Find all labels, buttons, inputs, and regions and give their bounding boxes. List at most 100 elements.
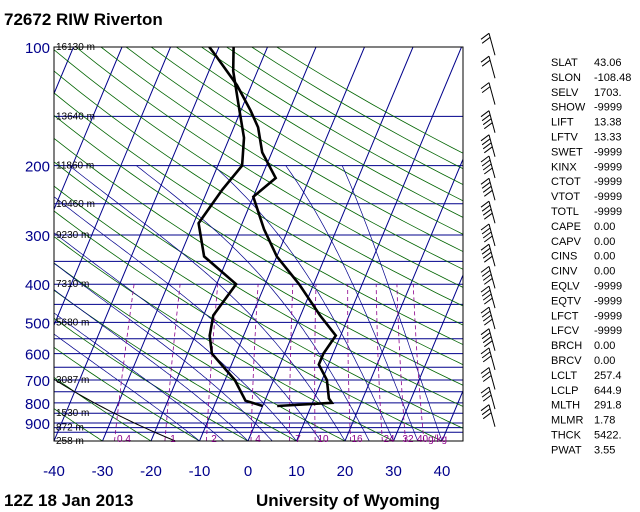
wind-barb-flag [482, 118, 492, 126]
dry-adiabat-line [100, 47, 463, 270]
index-label: CINV [551, 266, 578, 278]
pressure-tick-label: 300 [25, 228, 50, 245]
isotherm-line [0, 47, 25, 441]
pressure-tick-label: 500 [25, 315, 50, 332]
moist-adiabat-line [341, 165, 443, 441]
index-value: 0.00 [594, 221, 615, 233]
wind-barb-flag [482, 314, 492, 322]
pressure-tick-label: 200 [25, 159, 50, 176]
pressure-tick-label: 800 [25, 396, 50, 413]
index-value: 0.00 [594, 355, 615, 367]
wind-barb-staff [488, 266, 496, 289]
observation-time: 12Z 18 Jan 2013 [4, 491, 133, 510]
wind-barb [480, 243, 496, 267]
index-label: SLAT [551, 57, 578, 69]
index-value: 3.55 [594, 444, 615, 456]
index-label: SELV [551, 87, 579, 99]
wind-barb [480, 285, 496, 309]
wind-barb-flag [480, 265, 490, 273]
wind-barb-staff [488, 82, 496, 105]
index-label: CTOT [551, 176, 581, 188]
wind-barb-flag [481, 332, 491, 340]
index-value: 1.78 [594, 415, 615, 427]
temperature-tick-label: -20 [140, 463, 162, 480]
index-value: 5422. [594, 430, 622, 442]
index-value: 0.00 [594, 251, 615, 263]
temperature-tick-label: 20 [337, 463, 354, 480]
wind-barb [480, 82, 496, 105]
wind-barb-flag [481, 289, 491, 297]
wind-barb-flag [484, 318, 493, 326]
mixing-ratio-label: 7 [295, 434, 301, 445]
temperature-tick-label: -10 [189, 463, 211, 480]
index-value: -9999 [594, 161, 622, 173]
index-value: -9999 [594, 295, 622, 307]
index-label: CAPE [551, 221, 581, 233]
index-label: EQTV [551, 295, 582, 307]
wind-barb [480, 404, 496, 427]
wind-barb-flag [480, 110, 490, 118]
wind-barb [480, 110, 496, 133]
wind-barb-flag [480, 155, 490, 163]
isotherm-line [247, 47, 414, 441]
index-label: LFTV [551, 132, 579, 144]
dewpoint-trace [197, 47, 264, 408]
index-label: BRCV [551, 355, 582, 367]
wind-barb-flag [481, 159, 491, 167]
wind-barb-staff [488, 201, 496, 224]
index-value: -9999 [594, 206, 622, 218]
temperature-trace [208, 47, 338, 408]
moist-adiabat-line [213, 165, 394, 441]
wind-barb-flag [480, 285, 490, 293]
wind-barb [480, 134, 496, 157]
wind-barb-flag [480, 55, 490, 63]
dry-adiabat-line [54, 346, 200, 441]
index-value: -108.48 [594, 72, 631, 84]
isotherm-line [199, 47, 365, 441]
wind-barb-staff [488, 134, 496, 157]
mixing-ratio-label: 2 [211, 434, 217, 445]
mixing-ratio-label: 40g/kg [417, 434, 447, 445]
index-value: -9999 [594, 102, 622, 114]
wind-barb-staff [488, 223, 496, 247]
wind-barb-flag [484, 255, 493, 263]
index-label: LFCV [551, 325, 580, 337]
wind-barb-flag [482, 375, 492, 382]
wind-barb-staff [488, 386, 496, 410]
station-title: 72672 RIW Riverton [4, 10, 163, 29]
wind-barb-flag [482, 336, 492, 344]
mixing-ratio-label: 16 [351, 434, 363, 445]
isotherm-line [344, 157, 463, 441]
wind-barb-staff [488, 178, 496, 201]
index-value: 0.00 [594, 266, 615, 278]
reference-curve [54, 378, 176, 441]
wind-barb-flag [481, 371, 491, 378]
wind-barb [480, 155, 496, 179]
wind-barb-flag [481, 247, 491, 255]
dry-adiabat-line [75, 47, 463, 288]
temperature-tick-label: 10 [288, 463, 305, 480]
wind-barb-staff [488, 404, 496, 427]
index-label: PWAT [551, 444, 582, 456]
height-label: 872 m [56, 423, 84, 434]
temperature-tick-label: -30 [92, 463, 114, 480]
dry-adiabat-line [54, 262, 346, 441]
wind-barb-flag [481, 36, 491, 44]
wind-barb-flag [482, 412, 492, 420]
wind-barb-flag [480, 223, 490, 231]
moist-adiabat-line [136, 165, 370, 441]
wind-barb-flag [484, 297, 493, 305]
wind-barb-flag [480, 404, 490, 412]
wind-barb [480, 200, 496, 224]
wind-barb [480, 306, 496, 330]
wind-barb-staff [488, 110, 496, 133]
wind-barb-flag [480, 243, 490, 251]
dry-adiabat-line [54, 114, 463, 366]
mixing-ratio-label: 32 [402, 434, 414, 445]
wind-barbs [480, 32, 496, 427]
index-label: SWET [551, 146, 583, 158]
wind-barb-flag [481, 204, 491, 212]
dry-adiabat-line [54, 161, 463, 407]
